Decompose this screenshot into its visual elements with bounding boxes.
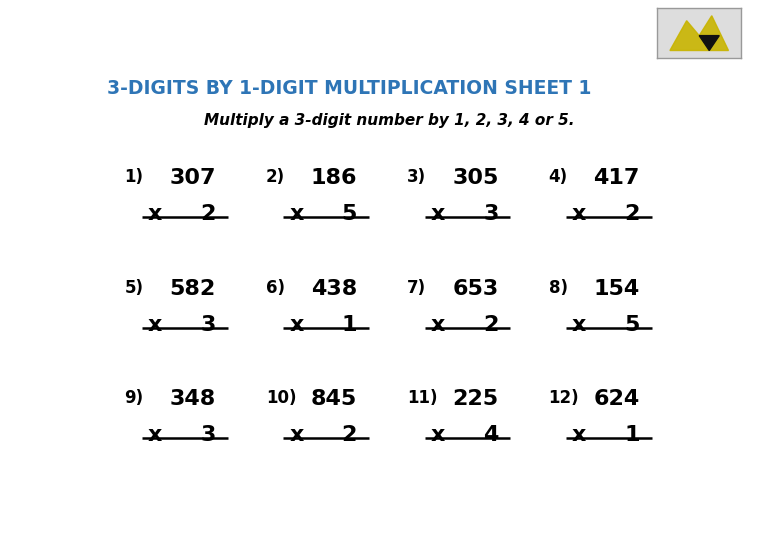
Text: 6): 6) xyxy=(266,279,285,297)
Text: x: x xyxy=(431,315,445,335)
Text: 3): 3) xyxy=(407,168,426,186)
Text: x: x xyxy=(148,315,163,335)
Text: 5: 5 xyxy=(342,204,357,224)
Text: x: x xyxy=(290,426,304,445)
Text: 2): 2) xyxy=(266,168,285,186)
Text: 348: 348 xyxy=(169,389,216,409)
Text: x: x xyxy=(572,426,587,445)
Text: 2: 2 xyxy=(483,315,499,335)
Text: 4: 4 xyxy=(483,426,499,445)
Text: 1): 1) xyxy=(125,168,144,186)
Text: 8): 8) xyxy=(549,279,568,297)
Text: x: x xyxy=(148,204,163,224)
Text: 5: 5 xyxy=(625,315,640,335)
Text: 624: 624 xyxy=(594,389,640,409)
Text: 307: 307 xyxy=(169,168,216,188)
Text: x: x xyxy=(148,426,163,445)
Text: 7): 7) xyxy=(407,279,426,297)
Text: x: x xyxy=(290,204,304,224)
Text: x: x xyxy=(572,315,587,335)
Text: 305: 305 xyxy=(452,168,499,188)
Text: 225: 225 xyxy=(452,389,499,409)
Text: 9): 9) xyxy=(125,389,144,407)
Polygon shape xyxy=(699,35,719,50)
Text: x: x xyxy=(431,204,445,224)
Text: 417: 417 xyxy=(594,168,640,188)
Text: 3-DIGITS BY 1-DIGIT MULTIPLICATION SHEET 1: 3-DIGITS BY 1-DIGIT MULTIPLICATION SHEET… xyxy=(106,79,591,98)
Text: 845: 845 xyxy=(311,389,357,409)
Text: 3: 3 xyxy=(483,204,499,224)
Text: 11): 11) xyxy=(407,389,438,407)
Text: 2: 2 xyxy=(342,426,357,445)
Text: 653: 653 xyxy=(452,279,499,299)
Text: 10): 10) xyxy=(266,389,296,407)
Polygon shape xyxy=(670,15,728,50)
Text: 12): 12) xyxy=(549,389,579,407)
Text: 2: 2 xyxy=(201,204,216,224)
Text: 4): 4) xyxy=(549,168,568,186)
Text: 1: 1 xyxy=(341,315,357,335)
Text: 438: 438 xyxy=(311,279,357,299)
Text: 3: 3 xyxy=(201,426,216,445)
Text: x: x xyxy=(290,315,304,335)
Text: x: x xyxy=(572,204,587,224)
Text: Multiply a 3-digit number by 1, 2, 3, 4 or 5.: Multiply a 3-digit number by 1, 2, 3, 4 … xyxy=(204,113,575,128)
Text: 5): 5) xyxy=(125,279,144,297)
Text: 154: 154 xyxy=(594,279,640,299)
Text: 2: 2 xyxy=(625,204,640,224)
Text: 186: 186 xyxy=(311,168,357,188)
Text: 3: 3 xyxy=(201,315,216,335)
Text: x: x xyxy=(431,426,445,445)
Text: 582: 582 xyxy=(169,279,216,299)
Text: 1: 1 xyxy=(624,426,640,445)
